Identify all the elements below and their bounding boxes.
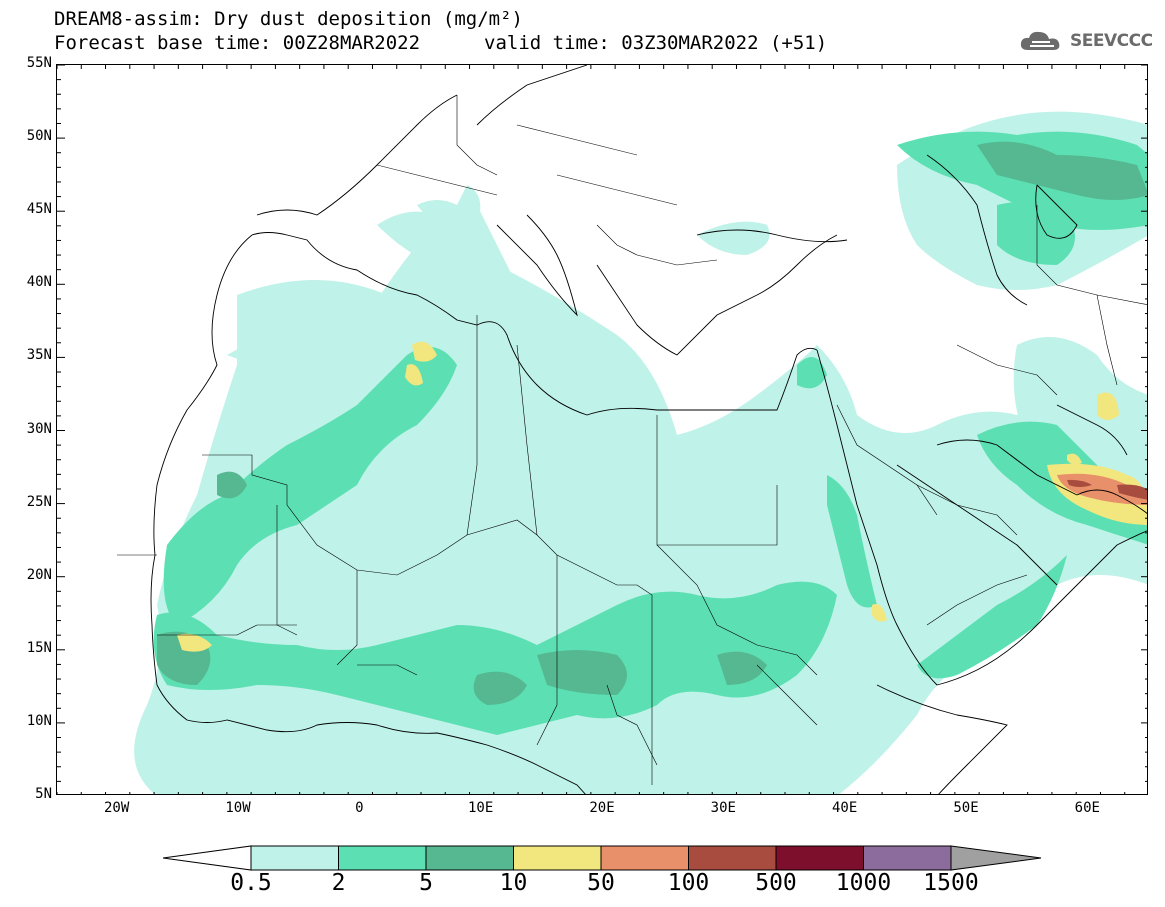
colorbar-segment bbox=[425, 845, 514, 871]
colorbar-label: 50 bbox=[587, 870, 615, 896]
lon-label: 0 bbox=[355, 800, 364, 816]
seevccc-logo: SEEVCCC bbox=[1018, 28, 1153, 54]
lat-label: 55N bbox=[26, 55, 52, 71]
lon-label: 10W bbox=[225, 800, 251, 816]
colorbar-segment bbox=[600, 845, 689, 871]
colorbar-segment bbox=[513, 845, 602, 871]
colorbar-segment bbox=[863, 845, 952, 871]
dust-layer-peak bbox=[1067, 479, 1147, 500]
dust-layer-medium bbox=[153, 131, 1147, 735]
lat-label: 40N bbox=[26, 274, 52, 291]
colorbar-segment bbox=[250, 845, 339, 871]
coastlines bbox=[150, 65, 1147, 794]
colorbar-segment bbox=[775, 845, 864, 871]
colorbar-label: 1500 bbox=[923, 870, 979, 896]
colorbar-segment bbox=[338, 845, 427, 871]
lat-label: 45N bbox=[26, 201, 52, 218]
lon-label: 20E bbox=[589, 800, 615, 816]
graticule-ticks bbox=[57, 65, 1147, 794]
lon-label: 20W bbox=[104, 800, 130, 816]
forecast-base-time: Forecast base time: 00Z28MAR2022 bbox=[54, 32, 421, 54]
dust-deposition-map bbox=[57, 65, 1147, 794]
lat-label: 30N bbox=[26, 420, 52, 437]
map-title: DREAM8-assim: Dry dust deposition (mg/m²… bbox=[54, 8, 523, 30]
lon-label: 50E bbox=[953, 800, 979, 816]
colorbar-label: 100 bbox=[667, 870, 710, 896]
lon-label: 60E bbox=[1074, 800, 1100, 816]
lon-label: 40E bbox=[832, 800, 858, 816]
lat-label: 10N bbox=[26, 712, 52, 729]
colorbar-label: 5 bbox=[419, 870, 433, 896]
colorbar-underflow-arrow bbox=[163, 845, 252, 871]
colorbar-label: 10 bbox=[499, 870, 528, 896]
colorbar-overflow-arrow bbox=[950, 845, 1042, 871]
country-borders bbox=[117, 95, 1147, 785]
map-area bbox=[56, 64, 1148, 795]
colorbar-label: 0.5 bbox=[230, 870, 272, 896]
lat-label: 35N bbox=[26, 347, 52, 364]
colorbar-label: 2 bbox=[331, 870, 346, 896]
dust-layer-high bbox=[157, 141, 1147, 705]
colorbar bbox=[163, 845, 1042, 871]
lat-label: 15N bbox=[26, 639, 52, 656]
colorbar-segment bbox=[688, 845, 777, 871]
colorbar-label: 500 bbox=[755, 870, 797, 896]
lat-label: 5N bbox=[35, 786, 52, 802]
lon-label: 10E bbox=[468, 800, 494, 816]
logo-text: SEEVCCC bbox=[1070, 31, 1153, 51]
lat-label: 20N bbox=[26, 566, 52, 583]
colorbar-label: 1000 bbox=[835, 870, 892, 896]
lat-label: 25N bbox=[26, 493, 52, 510]
cloud-logo-icon bbox=[1020, 31, 1060, 50]
lon-label: 30E bbox=[710, 800, 736, 816]
valid-time: valid time: 03Z30MAR2022 (+51) bbox=[484, 32, 828, 54]
lat-label: 50N bbox=[26, 128, 52, 145]
